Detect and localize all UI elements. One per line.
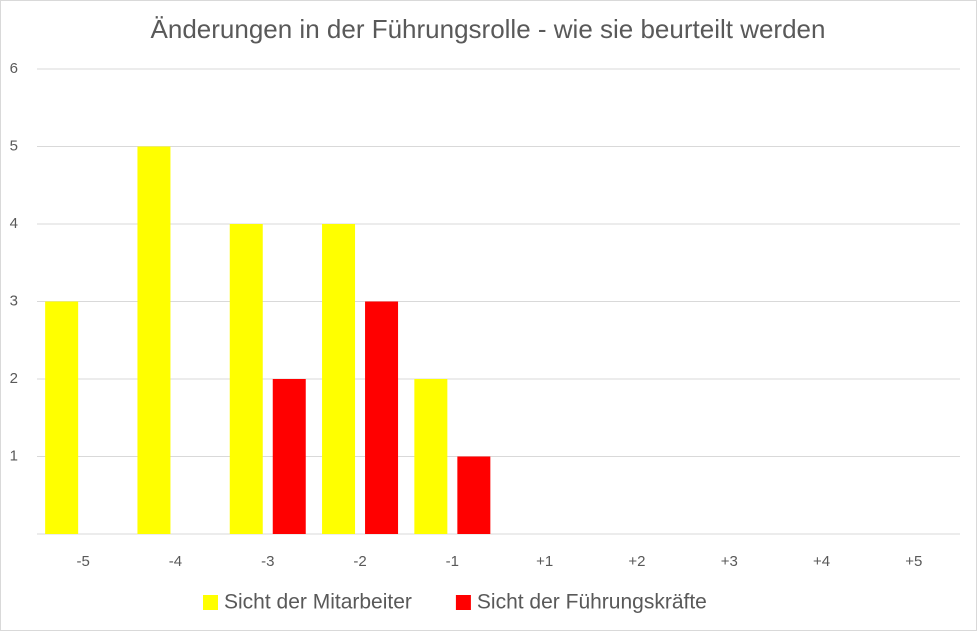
x-tick-label: -3: [261, 553, 274, 570]
legend-swatch: [455, 595, 471, 610]
legend-label: Sicht der Führungskräfte: [477, 591, 707, 614]
y-tick-label: 6: [10, 60, 18, 77]
x-tick-label: +4: [813, 553, 830, 570]
bar: [272, 379, 306, 534]
y-tick-label: 5: [10, 137, 18, 154]
bar: [229, 224, 263, 534]
x-tick-label: -2: [353, 553, 366, 570]
bar: [414, 379, 448, 534]
x-tick-label: +1: [536, 553, 553, 570]
x-tick-label: +3: [721, 553, 738, 570]
y-tick-label: 1: [10, 447, 18, 464]
chart-title: Änderungen in der Führungsrolle - wie si…: [151, 14, 826, 44]
bar: [45, 301, 79, 534]
bar: [365, 301, 399, 534]
legend-label: Sicht der Mitarbeiter: [224, 591, 412, 614]
x-tick-label: -4: [169, 553, 182, 570]
bar: [322, 224, 356, 534]
y-tick-label: 4: [10, 215, 18, 232]
bar: [137, 146, 171, 534]
x-tick-label: +5: [905, 553, 922, 570]
y-tick-label: 2: [10, 370, 18, 387]
x-tick-label: -5: [76, 553, 89, 570]
x-tick-label: +2: [628, 553, 645, 570]
x-tick-label: -1: [446, 553, 459, 570]
y-tick-label: 3: [10, 292, 18, 309]
bar: [457, 456, 491, 534]
legend-swatch: [203, 595, 218, 610]
